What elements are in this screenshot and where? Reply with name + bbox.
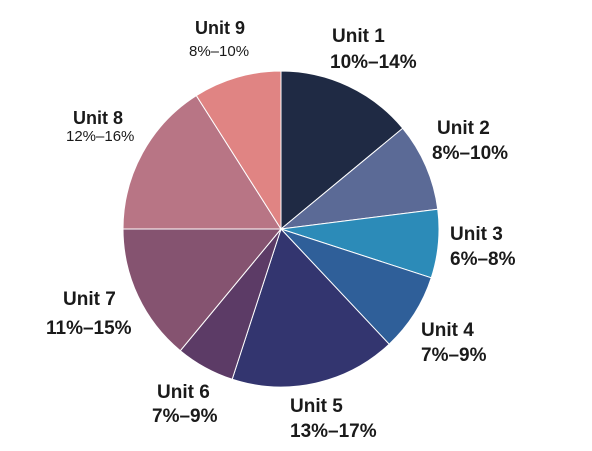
unit-7-name: Unit 7 [63,289,116,310]
pie-slices [122,70,440,388]
unit-2-range: 8%–10% [432,143,508,164]
pie-slice-unit-5 [231,228,390,388]
label-unit-2: Unit 2 8%–10% [432,118,508,164]
label-unit-7: Unit 7 11%–15% [46,289,132,339]
unit-3-range: 6%–8% [450,249,516,270]
unit-3-name: Unit 3 [450,224,503,245]
unit-1-range: 10%–14% [330,52,417,73]
unit-5-name: Unit 5 [290,396,343,417]
pie-slice-unit-2 [279,127,439,230]
pie-slice-unit-9 [195,70,282,231]
unit-9-name: Unit 9 [195,18,245,38]
unit-6-name: Unit 6 [157,382,210,403]
unit-1-name: Unit 1 [332,26,385,47]
unit-9-range: 8%–10% [189,43,249,60]
pie-slice-unit-7 [122,228,283,352]
unit-8-name: Unit 8 [73,108,123,128]
unit-4-range: 7%–9% [421,345,487,366]
unit-8-range: 12%–16% [66,128,134,145]
unit-7-range: 11%–15% [46,318,132,339]
label-unit-6: Unit 6 7%–9% [152,382,218,427]
unit-5-range: 13%–17% [290,421,377,442]
label-unit-3: Unit 3 6%–8% [450,224,516,270]
label-unit-5: Unit 5 13%–17% [290,396,377,442]
label-unit-4: Unit 4 7%–9% [421,320,487,366]
unit-6-range: 7%–9% [152,406,218,427]
pie-slice-unit-8 [122,94,282,230]
unit-4-name: Unit 4 [421,320,474,341]
label-unit-9: Unit 9 8%–10% [189,18,249,60]
label-unit-8: Unit 8 12%–16% [66,108,134,145]
pie-slice-unit-1 [280,70,404,231]
unit-2-name: Unit 2 [437,118,490,139]
label-unit-1: Unit 1 10%–14% [330,26,417,73]
